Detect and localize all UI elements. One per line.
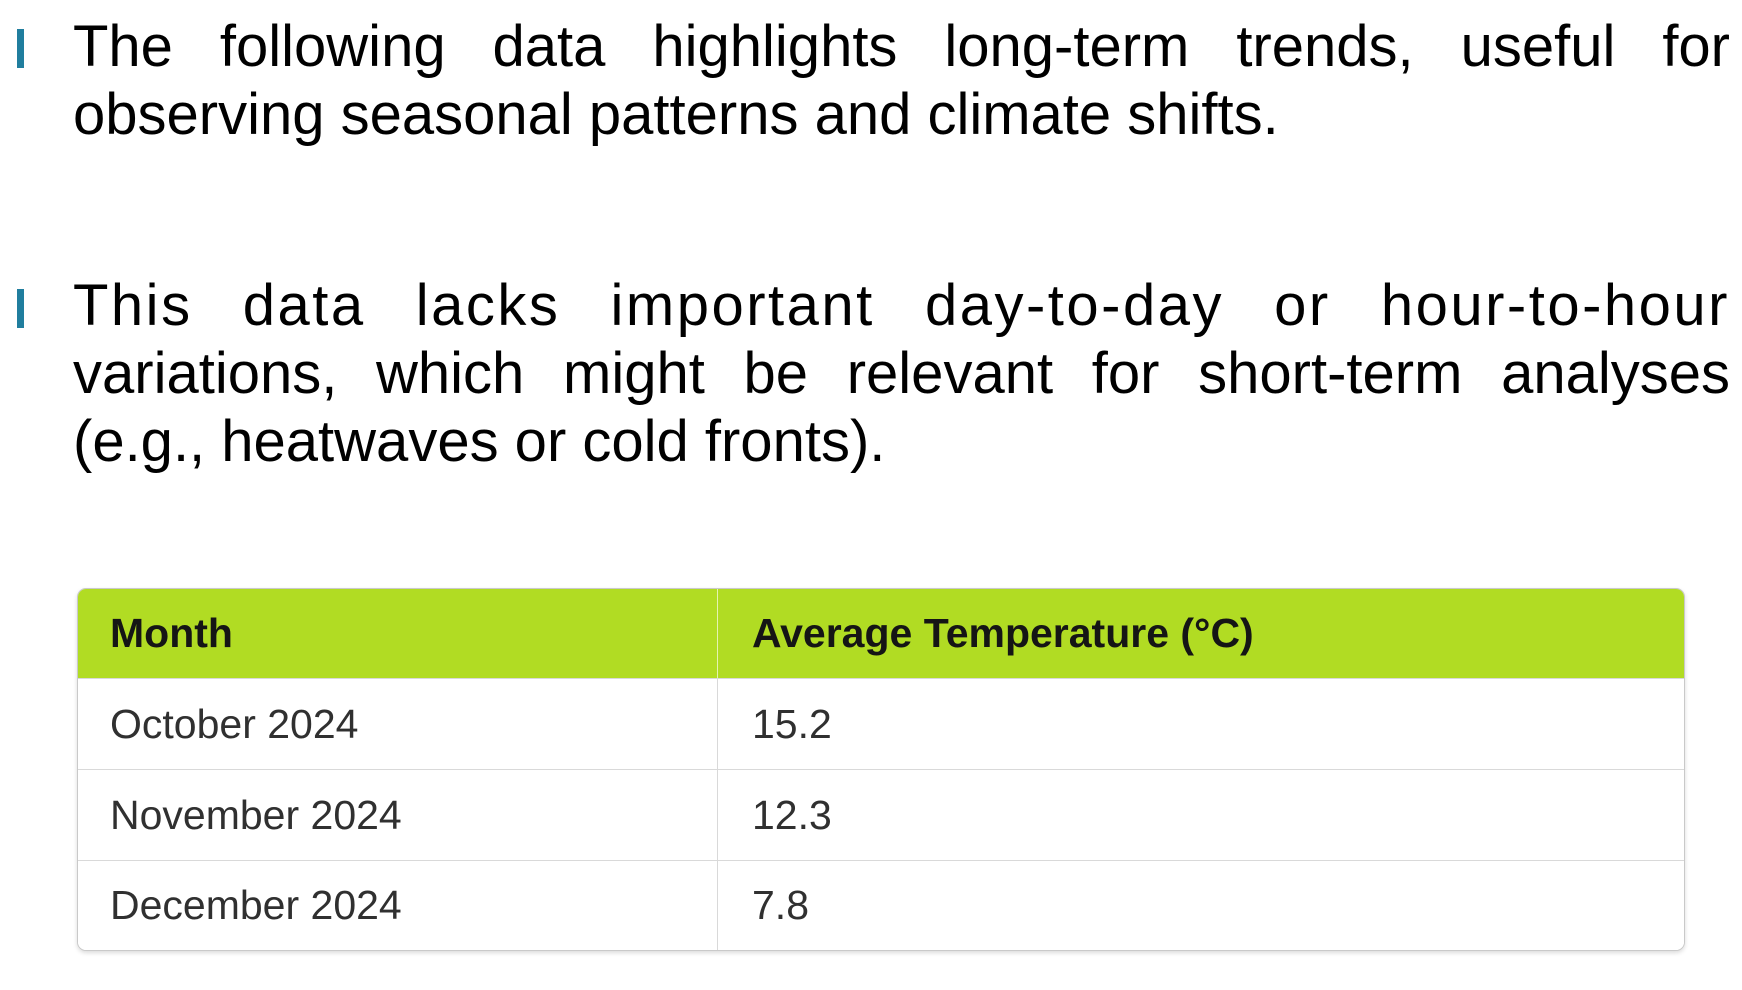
cell-temperature: 12.3 <box>717 770 1684 860</box>
bullet-paragraph-2: This data lacks important day-to-day or … <box>73 272 1730 476</box>
cell-month: October 2024 <box>110 700 359 747</box>
cell-month: November 2024 <box>110 791 402 838</box>
table-row: November 2024 12.3 <box>78 769 1684 860</box>
bullet-text-line: This data lacks important day-to-day or … <box>73 273 1730 338</box>
table-header-row: Month Average Temperature (°C) <box>78 589 1684 678</box>
bullet-paragraph-1: The following data highlights long-term … <box>73 13 1730 149</box>
bullet-text-line: variations, which might be relevant for … <box>73 341 1730 406</box>
table-row: December 2024 7.8 <box>78 860 1684 950</box>
bullet-text-line: (e.g., heatwaves or cold fronts). <box>73 409 886 474</box>
column-header-month: Month <box>110 610 233 656</box>
column-header-average-temperature: Average Temperature (°C) <box>717 589 1684 678</box>
cell-temperature: 15.2 <box>717 679 1684 769</box>
bullet-text-line: The following data highlights long-term … <box>73 14 1730 79</box>
cell-temperature: 7.8 <box>717 861 1684 950</box>
bullet-marker-icon <box>17 29 24 68</box>
temperature-table: Month Average Temperature (°C) October 2… <box>77 588 1685 951</box>
bullet-marker-icon <box>17 289 24 328</box>
cell-month: December 2024 <box>110 882 402 928</box>
table-row: October 2024 15.2 <box>78 678 1684 769</box>
bullet-text-line: observing seasonal patterns and climate … <box>73 82 1279 147</box>
